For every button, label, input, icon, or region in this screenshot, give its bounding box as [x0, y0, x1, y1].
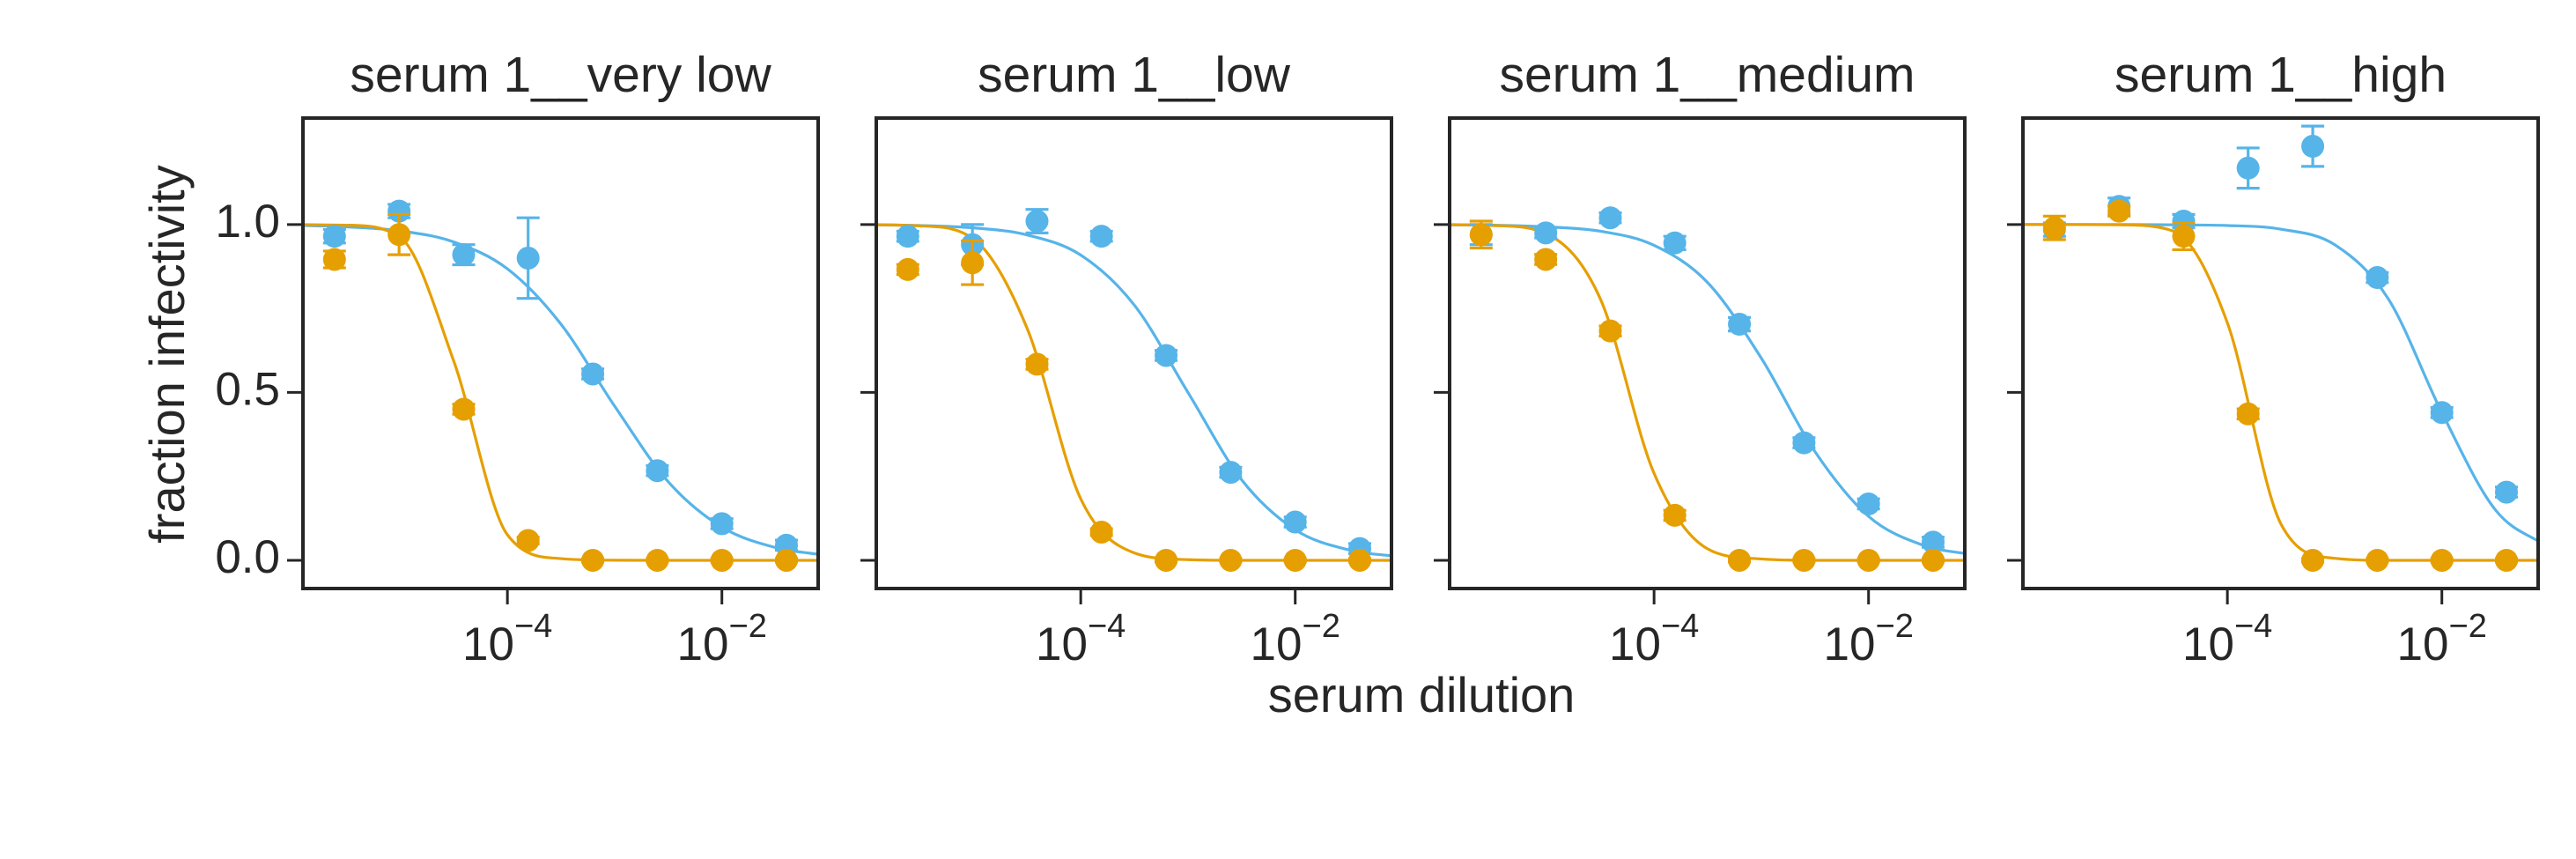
x-tick-exponent: −2	[2449, 608, 2487, 645]
point	[710, 512, 734, 536]
point	[1663, 503, 1687, 527]
point	[646, 459, 669, 483]
point	[1922, 530, 1945, 554]
point	[322, 225, 346, 248]
point	[388, 223, 411, 247]
point	[1792, 548, 1816, 572]
x-tick-base: 10	[2397, 618, 2449, 670]
point	[2430, 548, 2454, 572]
point	[775, 548, 799, 572]
x-tick-label: 10−4	[1036, 608, 1126, 670]
point	[646, 548, 669, 572]
point	[1728, 548, 1752, 572]
point	[1219, 548, 1243, 572]
x-tick-base: 10	[462, 618, 514, 670]
x-axis-label: serum dilution	[1268, 667, 1576, 722]
point	[516, 246, 540, 270]
point	[896, 225, 919, 248]
x-tick-label: 10−4	[1609, 608, 1699, 670]
point	[1856, 492, 1880, 515]
axes-frame	[875, 116, 1393, 590]
axes-frame	[1448, 116, 1967, 590]
point	[388, 199, 411, 223]
x-tick-base: 10	[677, 618, 729, 670]
point	[581, 548, 605, 572]
point	[2495, 548, 2519, 572]
point	[1598, 319, 1622, 343]
point	[2172, 225, 2196, 248]
x-tick-exponent: −4	[514, 608, 552, 645]
point	[1025, 352, 1049, 376]
x-tick-label: 10−4	[2182, 608, 2272, 670]
point	[1283, 548, 1307, 572]
x-tick-label: 10−2	[677, 608, 767, 670]
x-tick-exponent: −2	[729, 608, 767, 645]
point	[1155, 344, 1178, 367]
x-tick-exponent: −2	[1303, 608, 1340, 645]
point	[581, 362, 605, 386]
y-tick-label: 0.5	[215, 363, 280, 415]
y-tick-label: 0.0	[215, 531, 280, 583]
point	[1663, 231, 1687, 255]
point	[452, 243, 476, 267]
point	[2107, 199, 2131, 223]
point	[1219, 461, 1243, 485]
point	[2430, 401, 2454, 425]
panel-title: serum 1__medium	[1499, 47, 1915, 103]
point	[1534, 248, 1558, 271]
x-tick-label: 10−2	[1251, 608, 1340, 670]
x-tick-base: 10	[2182, 618, 2234, 670]
point	[1348, 548, 1372, 572]
point	[2495, 480, 2519, 504]
x-tick-base: 10	[1251, 618, 1303, 670]
point	[516, 529, 540, 552]
point	[961, 251, 985, 275]
point	[2236, 402, 2260, 426]
point	[2301, 135, 2325, 159]
x-tick-label: 10−4	[462, 608, 552, 670]
panel-title: serum 1__low	[978, 47, 1291, 103]
point	[896, 257, 919, 281]
point	[1283, 510, 1307, 534]
point	[1598, 206, 1622, 230]
x-tick-base: 10	[1609, 618, 1661, 670]
x-tick-exponent: −4	[1661, 608, 1699, 645]
point	[2366, 266, 2389, 290]
x-tick-label: 10−2	[2397, 608, 2487, 670]
point	[322, 248, 346, 271]
point	[452, 397, 476, 421]
y-tick-label: 1.0	[215, 196, 280, 248]
point	[1025, 210, 1049, 233]
panel-title: serum 1__very low	[350, 47, 771, 103]
point	[1792, 431, 1816, 455]
x-tick-exponent: −4	[1088, 608, 1126, 645]
x-tick-base: 10	[1824, 618, 1876, 670]
point	[1534, 221, 1558, 245]
point	[710, 548, 734, 572]
point	[2366, 548, 2389, 572]
point	[2236, 156, 2260, 180]
point	[1856, 548, 1880, 572]
x-tick-base: 10	[1036, 618, 1088, 670]
y-axis-label: fraction infectivity	[139, 165, 195, 544]
point	[1155, 548, 1178, 572]
point	[1728, 313, 1752, 337]
axes-frame	[2021, 116, 2540, 590]
point	[1469, 223, 1493, 247]
x-tick-exponent: −4	[2234, 608, 2272, 645]
point	[2042, 216, 2066, 240]
x-tick-label: 10−2	[1824, 608, 1914, 670]
point	[1089, 225, 1113, 248]
point	[1089, 520, 1113, 544]
panel-title: serum 1__high	[2115, 47, 2447, 103]
point	[1922, 548, 1945, 572]
point	[2301, 548, 2325, 572]
axes-frame	[301, 116, 820, 590]
x-tick-exponent: −2	[1876, 608, 1914, 645]
